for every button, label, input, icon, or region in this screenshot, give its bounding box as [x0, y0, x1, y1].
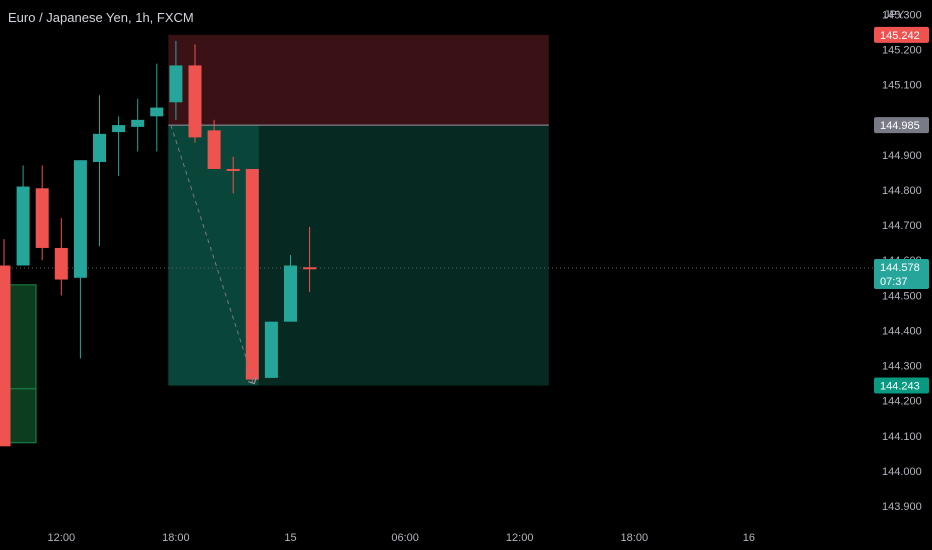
time-tick-label: 18:00	[621, 532, 649, 544]
candle-down[interactable]	[188, 65, 202, 138]
target-price-badge	[874, 377, 929, 394]
candle-up[interactable]	[284, 265, 297, 322]
candle-up[interactable]	[16, 186, 30, 266]
candle-down[interactable]	[0, 265, 11, 447]
price-tick-label: 144.000	[882, 466, 922, 478]
candle-down[interactable]	[54, 247, 68, 280]
candle-up[interactable]	[131, 119, 145, 127]
price-tick-label: 145.200	[882, 45, 922, 57]
price-tick-label: 144.700	[882, 220, 922, 232]
candle-up[interactable]	[169, 65, 183, 103]
time-tick-label: 12:00	[48, 532, 76, 544]
candle-down[interactable]	[245, 168, 259, 380]
price-tick-label: 144.500	[882, 290, 922, 302]
price-tick-label: 143.900	[882, 501, 922, 513]
price-tick-label: 144.900	[882, 150, 922, 162]
entry-price-badge	[874, 117, 929, 134]
stop-loss-zone[interactable]	[168, 34, 549, 126]
price-tick-label: 144.200	[882, 396, 922, 408]
time-axis[interactable]	[0, 520, 932, 550]
time-tick-label: 16	[743, 532, 755, 544]
candle-down[interactable]	[207, 130, 221, 169]
price-tick-label: 144.300	[882, 361, 922, 373]
target-price-badge-label: 144.243	[880, 381, 920, 393]
candle-down[interactable]	[35, 188, 49, 248]
time-tick-label: 12:00	[506, 532, 534, 544]
time-tick-label: 15	[284, 532, 296, 544]
stop-price-badge-label: 145.242	[880, 30, 920, 42]
price-tick-label: 144.800	[882, 185, 922, 197]
price-tick-label: 145.100	[882, 80, 922, 92]
current-price-countdown-label: 07:37	[880, 276, 908, 288]
candle-up[interactable]	[93, 133, 106, 162]
candle-up[interactable]	[264, 321, 278, 378]
candle-down[interactable]	[303, 267, 317, 270]
currency-label: JPY	[884, 9, 905, 21]
price-tick-label: 144.100	[882, 431, 922, 443]
current-price-badge-label: 144.578	[880, 262, 920, 274]
candle-down[interactable]	[226, 168, 240, 171]
candle-up[interactable]	[112, 125, 126, 133]
entry-price-badge-label: 144.985	[880, 120, 920, 132]
candle-up[interactable]	[150, 107, 164, 117]
time-tick-label: 18:00	[162, 532, 190, 544]
projection-arrow-icon	[248, 377, 257, 385]
price-tick-label: 145.300	[882, 10, 922, 22]
price-tick-label: 144.400	[882, 325, 922, 337]
symbol-title[interactable]: Euro / Japanese Yen, 1h, FXCM	[8, 10, 194, 25]
projection-path	[170, 124, 255, 384]
stop-price-badge	[874, 26, 929, 43]
candle-up[interactable]	[73, 160, 87, 278]
time-tick-label: 06:00	[391, 532, 419, 544]
current-price-badge	[874, 258, 929, 289]
